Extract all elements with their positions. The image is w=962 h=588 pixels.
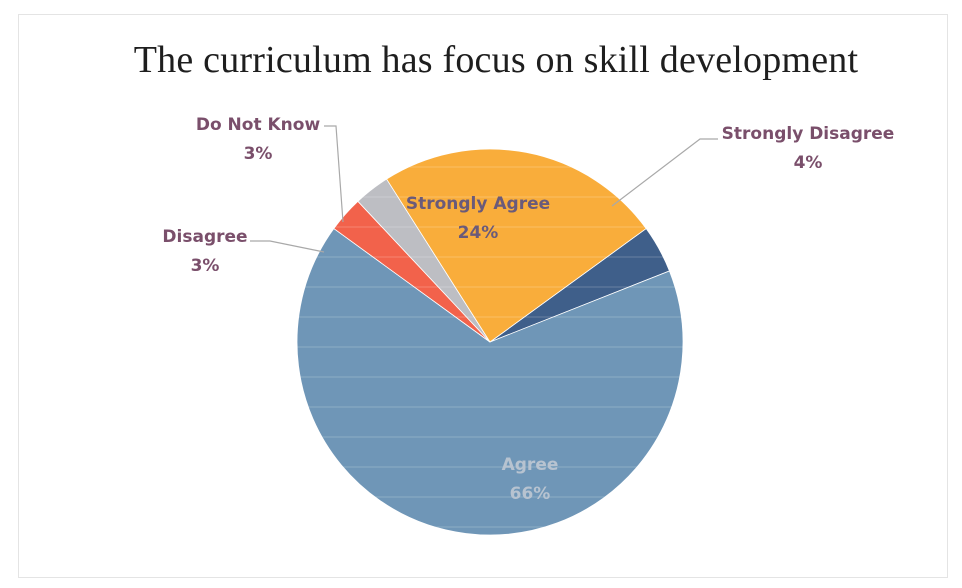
- slice-label-strongly-disagree: Strongly Disagree: [722, 124, 895, 144]
- slice-label-do-not-know: Do Not Know: [196, 115, 321, 135]
- slice-percent-disagree: 3%: [191, 256, 220, 276]
- scan-texture: [297, 166, 683, 528]
- slice-label-agree: Agree: [502, 455, 559, 475]
- leader-line-strongly-disagree: [611, 138, 718, 207]
- slice-label-disagree: Disagree: [162, 227, 247, 247]
- slice-percent-strongly-disagree: 4%: [794, 153, 823, 173]
- slice-percent-do-not-know: 3%: [244, 144, 273, 164]
- slice-percent-agree: 66%: [510, 484, 551, 504]
- leader-line-do-not-know: [324, 125, 344, 223]
- slice-label-strongly-agree: Strongly Agree: [406, 194, 550, 214]
- pie-slice-agree: [296, 228, 684, 536]
- leader-line-disagree: [250, 240, 325, 253]
- slice-percent-strongly-agree: 24%: [458, 223, 499, 243]
- chart-title: The curriculum has focus on skill develo…: [133, 39, 859, 81]
- pie-slice-strongly-agree: [386, 148, 647, 343]
